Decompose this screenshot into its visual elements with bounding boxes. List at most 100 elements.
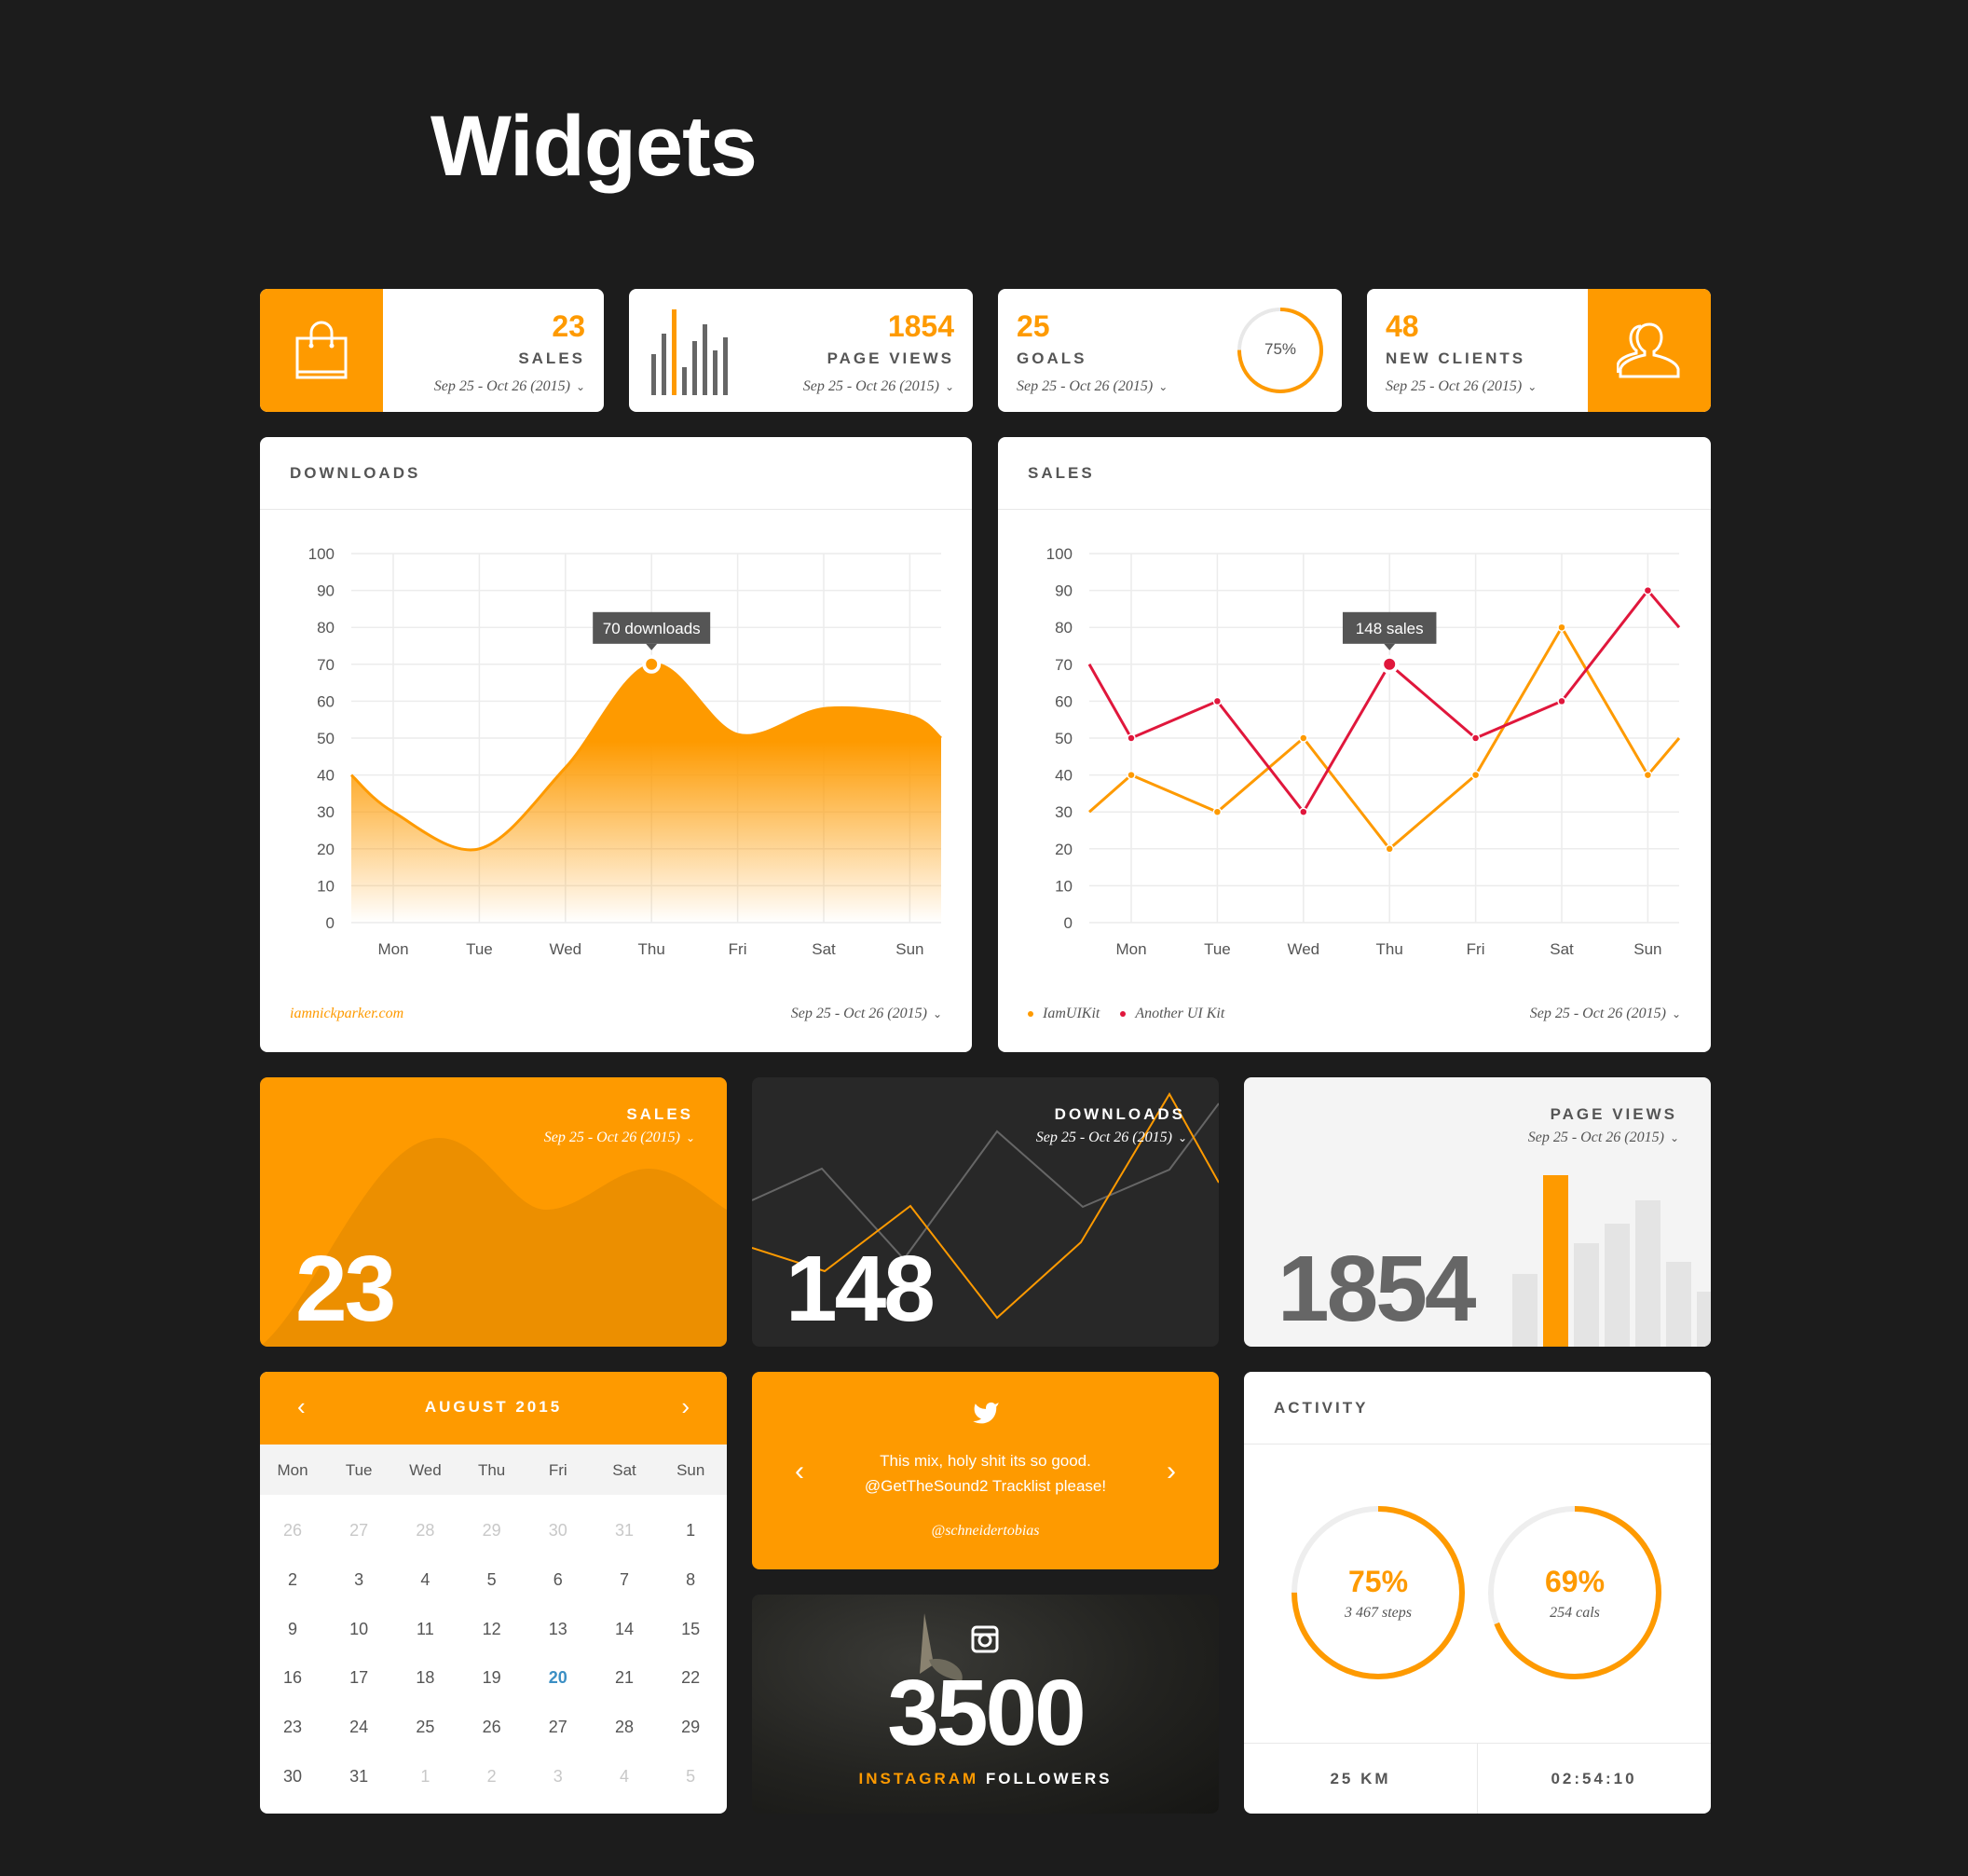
x-tick-label: Thu: [1376, 940, 1403, 958]
calendar-day[interactable]: 3: [354, 1569, 364, 1589]
date-range-dropdown[interactable]: Sep 25 - Oct 26 (2015) ⌄: [434, 378, 585, 395]
calendar-day[interactable]: 5: [686, 1767, 696, 1786]
date-range-dropdown[interactable]: Sep 25 - Oct 26 (2015) ⌄: [791, 1006, 942, 1022]
data-point[interactable]: [1299, 733, 1308, 743]
stat-label: NEW CLIENTS: [1386, 349, 1526, 367]
chart-legend: IamUIKit Another UI Kit: [1028, 1006, 1224, 1022]
calendar-day[interactable]: 8: [686, 1569, 696, 1589]
calendar-day[interactable]: 26: [282, 1521, 303, 1540]
data-point[interactable]: [1557, 623, 1566, 632]
stat-card-sales[interactable]: 23 SALES Sep 25 - Oct 26 (2015) ⌄: [260, 289, 604, 412]
card-title: DOWNLOADS: [1054, 1105, 1185, 1123]
area-fill: [351, 664, 941, 923]
chevron-down-icon: ⌄: [1527, 380, 1538, 393]
calendar-day[interactable]: 24: [349, 1718, 369, 1737]
calendar-day[interactable]: 29: [681, 1718, 701, 1737]
data-point[interactable]: [1299, 807, 1308, 816]
data-point[interactable]: [1212, 807, 1223, 816]
data-point[interactable]: [1380, 654, 1400, 674]
calendar-day[interactable]: 19: [482, 1668, 501, 1688]
calendar-day[interactable]: 30: [282, 1767, 303, 1786]
calendar-day[interactable]: 11: [417, 1619, 434, 1638]
calendar-day[interactable]: 3: [553, 1767, 563, 1786]
date-range-dropdown[interactable]: Sep 25 - Oct 26 (2015) ⌄: [1017, 378, 1168, 395]
calendar-day[interactable]: 31: [349, 1767, 369, 1786]
calendar-day[interactable]: 1: [420, 1767, 430, 1786]
date-range-dropdown[interactable]: Sep 25 - Oct 26 (2015) ⌄: [1528, 1130, 1679, 1146]
calendar-day[interactable]: 28: [416, 1521, 435, 1540]
calendar-day[interactable]: 18: [416, 1668, 435, 1688]
x-tick-label: Wed: [549, 940, 581, 958]
tweet-text: This mix, holy shit its so good. @GetTheS…: [752, 1448, 1219, 1499]
tooltip-box: [1342, 611, 1437, 644]
date-range-dropdown[interactable]: Sep 25 - Oct 26 (2015) ⌄: [1530, 1006, 1681, 1022]
calendar-day[interactable]: 26: [482, 1718, 501, 1737]
y-tick-label: 40: [317, 767, 335, 785]
date-range-dropdown[interactable]: Sep 25 - Oct 26 (2015) ⌄: [544, 1130, 695, 1146]
calendar-day-today[interactable]: 20: [548, 1668, 567, 1688]
calendar-day[interactable]: 23: [282, 1718, 303, 1737]
calendar-day[interactable]: 25: [416, 1718, 435, 1737]
tweet-line: @GetTheSound2 Tracklist please!: [864, 1477, 1107, 1495]
legend-item[interactable]: IamUIKit: [1028, 1006, 1100, 1022]
calendar-day[interactable]: 27: [548, 1718, 567, 1737]
data-point[interactable]: [1127, 770, 1136, 780]
date-range-dropdown[interactable]: Sep 25 - Oct 26 (2015) ⌄: [1386, 378, 1537, 395]
data-point[interactable]: [1643, 585, 1653, 596]
calories-progress-arc: [1488, 1506, 1661, 1679]
calendar-day[interactable]: 2: [486, 1767, 497, 1786]
data-point[interactable]: [1470, 770, 1481, 780]
prev-month-button[interactable]: ‹: [297, 1392, 306, 1420]
calendar-day[interactable]: 1: [686, 1521, 696, 1540]
calendar-day[interactable]: 22: [681, 1668, 701, 1688]
calendar-day[interactable]: 30: [548, 1521, 567, 1540]
calendar-day[interactable]: 4: [619, 1767, 629, 1786]
calendar-day[interactable]: 29: [482, 1521, 501, 1540]
calendar-day[interactable]: 28: [614, 1718, 635, 1737]
y-tick-label: 40: [1055, 767, 1073, 785]
calendar-day[interactable]: 10: [349, 1619, 369, 1638]
date-range-text: Sep 25 - Oct 26 (2015): [1035, 1130, 1172, 1145]
legend-dot-icon: [1028, 1011, 1033, 1017]
follower-count: 3500: [887, 1661, 1086, 1765]
tweet-author[interactable]: @schneidertobias: [931, 1523, 1040, 1539]
calendar-day[interactable]: 4: [420, 1569, 430, 1589]
calendar-day[interactable]: 27: [349, 1521, 369, 1540]
calendar-day[interactable]: 31: [614, 1521, 635, 1540]
chevron-down-icon: ⌄: [1671, 1007, 1681, 1020]
calendar-day[interactable]: 13: [548, 1619, 567, 1638]
stat-card-new-clients[interactable]: 48 NEW CLIENTS Sep 25 - Oct 26 (2015) ⌄: [1367, 289, 1711, 412]
calendar-day[interactable]: 12: [482, 1619, 501, 1638]
legend-item[interactable]: Another UI Kit: [1120, 1006, 1224, 1022]
calendar-day[interactable]: 17: [349, 1668, 369, 1688]
goals-progress-ring: [1237, 308, 1323, 393]
data-point[interactable]: [1385, 844, 1394, 854]
mini-pageviews-card: PAGE VIEWS Sep 25 - Oct 26 (2015) ⌄ 1854: [1244, 1077, 1711, 1347]
date-range-dropdown[interactable]: Sep 25 - Oct 26 (2015) ⌄: [803, 378, 954, 395]
calendar-day[interactable]: 5: [486, 1569, 497, 1589]
data-point[interactable]: [1643, 770, 1653, 780]
chevron-down-icon: ⌄: [1177, 1131, 1187, 1144]
calendar-day[interactable]: 9: [287, 1619, 297, 1638]
prev-tweet-button[interactable]: ‹: [795, 1456, 804, 1486]
highlight-point[interactable]: [642, 654, 662, 674]
stat-card-page-views[interactable]: 1854 PAGE VIEWS Sep 25 - Oct 26 (2015) ⌄: [629, 289, 973, 412]
calendar-day[interactable]: 21: [614, 1668, 635, 1688]
y-tick-label: 90: [1055, 582, 1073, 600]
calendar-day[interactable]: 2: [287, 1569, 297, 1589]
date-range-dropdown[interactable]: Sep 25 - Oct 26 (2015) ⌄: [1036, 1130, 1187, 1146]
stat-card-goals[interactable]: 25 GOALS Sep 25 - Oct 26 (2015) ⌄ 75%: [998, 289, 1342, 412]
calendar-day[interactable]: 15: [681, 1619, 701, 1638]
next-month-button[interactable]: ›: [681, 1392, 690, 1420]
calendar-day[interactable]: 7: [619, 1569, 629, 1589]
calendar-day[interactable]: 16: [282, 1668, 303, 1688]
data-point[interactable]: [1470, 733, 1481, 743]
data-point[interactable]: [1557, 696, 1566, 706]
calendar-day[interactable]: 14: [614, 1619, 635, 1638]
data-point[interactable]: [1127, 733, 1136, 743]
data-point[interactable]: [1212, 696, 1223, 706]
calendar-day[interactable]: 6: [553, 1569, 563, 1589]
next-tweet-button[interactable]: ›: [1167, 1456, 1176, 1486]
footer-link[interactable]: iamnickparker.com: [290, 1006, 404, 1021]
tooltip-text: 148 sales: [1356, 620, 1424, 637]
